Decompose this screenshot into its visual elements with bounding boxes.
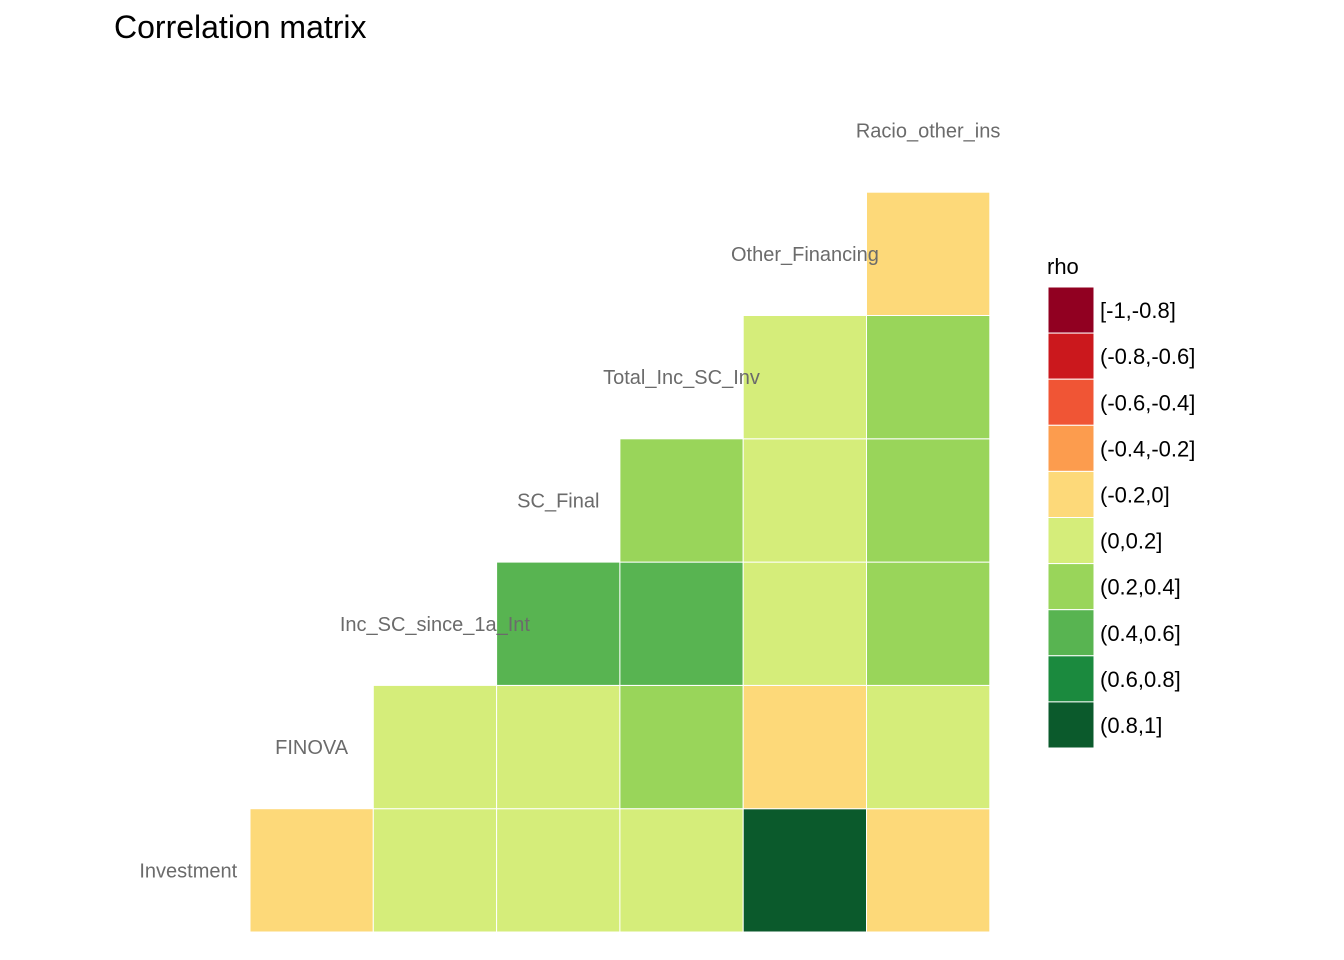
heatmap-cells [249, 191, 991, 933]
legend-swatch-1 [1047, 332, 1095, 380]
cell-investment-sc-final [496, 808, 621, 933]
legend-swatch-2 [1047, 378, 1095, 426]
var-label-sc-final: SC_Final [517, 490, 599, 512]
cell-investment-total-inc-sc-inv [619, 808, 744, 933]
legend-label-2: (-0.6,-0.4] [1100, 390, 1195, 415]
cell-inc-sc-since-1a-int-racio-other-ins [866, 561, 991, 686]
legend-items: [-1,-0.8] (-0.8,-0.6] (-0.6,-0.4] (-0.4,-0.… [1047, 286, 1195, 749]
legend-label-0: [-1,-0.8] [1100, 298, 1176, 323]
cell-inc-sc-since-1a-int-sc-final [496, 561, 621, 686]
cell-total-inc-sc-inv-racio-other-ins [866, 315, 991, 440]
var-label-other-financing: Other_Financing [731, 244, 879, 266]
legend-swatch-7 [1047, 609, 1095, 657]
cell-finova-sc-final [496, 684, 621, 810]
cell-sc-final-total-inc-sc-inv [619, 438, 744, 563]
cell-investment-finova [249, 808, 374, 933]
var-label-investment: Investment [139, 860, 237, 882]
cell-finova-total-inc-sc-inv [619, 684, 744, 810]
legend-label-7: (0.4,0.6] [1100, 621, 1181, 646]
cell-finova-racio-other-ins [866, 684, 991, 810]
cell-investment-inc-sc-since-1a-int [372, 808, 498, 933]
cell-finova-inc-sc-since-1a-int [372, 684, 498, 810]
legend-swatch-4 [1047, 470, 1095, 518]
var-label-finova: FINOVA [275, 737, 349, 759]
cell-investment-other-financing [742, 808, 868, 933]
legend-label-3: (-0.4,-0.2] [1100, 436, 1195, 461]
cell-inc-sc-since-1a-int-other-financing [742, 561, 868, 686]
cell-other-financing-racio-other-ins [866, 191, 991, 316]
var-label-racio-other-ins: Racio_other_ins [856, 121, 1001, 143]
var-label-inc-sc-since-1a-int: Inc_SC_since_1a_Int [340, 614, 531, 636]
chart-title: Correlation matrix [114, 9, 367, 45]
legend-label-6: (0.2,0.4] [1100, 575, 1181, 600]
legend: rho [-1,-0.8] (-0.8,-0.6] (-0.6,-0.4] (-0.4… [1047, 254, 1195, 749]
legend-swatch-0 [1047, 286, 1095, 334]
variable-labels: Investment FINOVA Inc_SC_since_1a_Int SC_Fi… [139, 121, 1000, 883]
legend-swatch-5 [1047, 517, 1095, 565]
var-label-total-inc-sc-inv: Total_Inc_SC_Inv [603, 367, 760, 389]
legend-swatch-9 [1047, 701, 1095, 749]
legend-swatch-8 [1047, 655, 1095, 703]
cell-sc-final-other-financing [742, 438, 868, 563]
cell-total-inc-sc-inv-other-financing [742, 315, 868, 440]
legend-swatch-3 [1047, 424, 1095, 472]
legend-title: rho [1047, 254, 1079, 279]
legend-swatch-6 [1047, 563, 1095, 611]
cell-investment-racio-other-ins [866, 808, 991, 933]
cell-inc-sc-since-1a-int-total-inc-sc-inv [619, 561, 744, 686]
legend-label-9: (0.8,1] [1100, 713, 1162, 738]
legend-label-8: (0.6,0.8] [1100, 667, 1181, 692]
cell-sc-final-racio-other-ins [866, 438, 991, 563]
legend-label-5: (0,0.2] [1100, 529, 1162, 554]
cell-finova-other-financing [742, 684, 868, 810]
legend-label-1: (-0.8,-0.6] [1100, 344, 1195, 369]
legend-label-4: (-0.2,0] [1100, 482, 1170, 507]
